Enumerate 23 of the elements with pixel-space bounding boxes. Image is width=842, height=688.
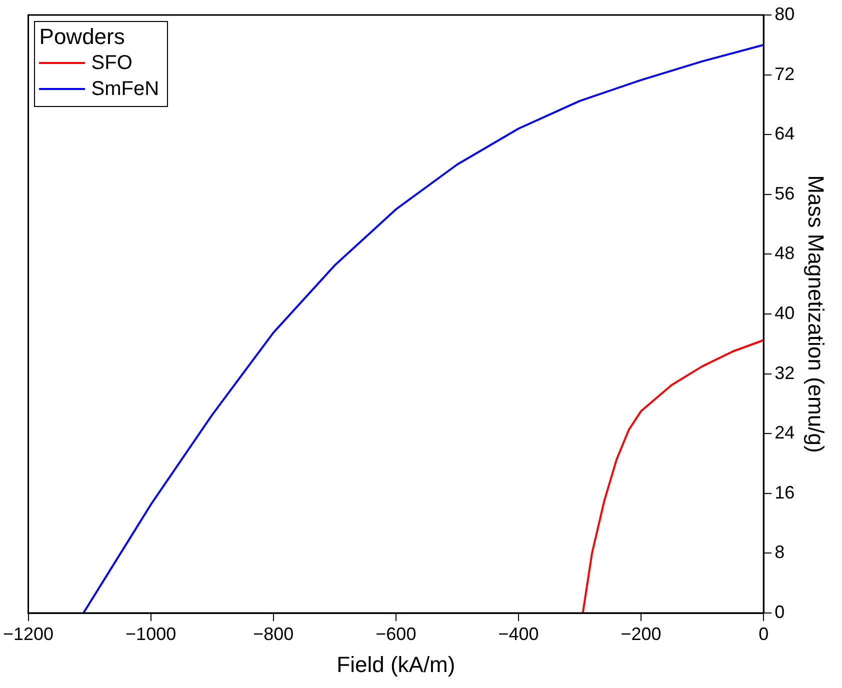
x-tick-label: −200: [620, 624, 662, 644]
y-tick-label: 56: [774, 183, 795, 204]
y-tick-label: 72: [774, 64, 795, 84]
x-axis-title: Field (kA/m): [336, 652, 456, 677]
y-tick-label: 0: [774, 602, 785, 622]
x-tick-label: −600: [376, 624, 416, 644]
y-axis-title: Mass Magnetization (emu/g): [804, 175, 829, 453]
legend-title: Powders: [39, 24, 126, 50]
x-tick-label: −800: [253, 624, 294, 644]
x-tick-label: 0: [758, 624, 769, 644]
y-tick-label: 40: [774, 302, 795, 323]
y-tick-label: 80: [774, 4, 795, 24]
legend-label: SmFeN: [91, 77, 160, 102]
y-tick-label: 64: [774, 124, 795, 144]
y-tick-label: 16: [774, 482, 795, 502]
y-tick-label: 48: [774, 243, 795, 264]
x-tick-label: −1200: [2, 624, 54, 644]
x-tick-label: −1000: [126, 624, 176, 644]
y-tick-label: 32: [774, 362, 795, 383]
x-tick-label: −400: [498, 624, 539, 644]
legend-label: SFO: [91, 51, 132, 76]
y-tick-label: 24: [774, 422, 795, 443]
y-tick-label: 8: [774, 542, 785, 562]
